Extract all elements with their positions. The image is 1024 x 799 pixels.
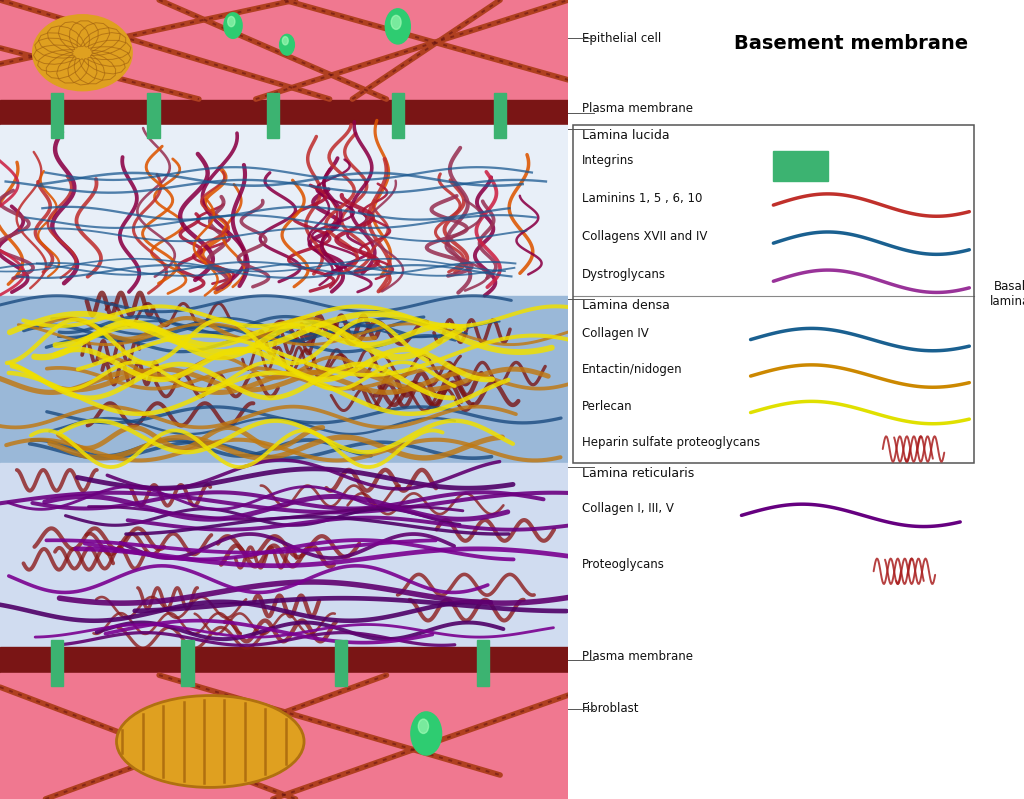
Text: Entactin/nidogen: Entactin/nidogen: [582, 364, 683, 376]
Bar: [181, 640, 194, 686]
Text: Lamina lucida: Lamina lucida: [582, 129, 670, 141]
Circle shape: [391, 15, 401, 30]
Text: Epithelial cell: Epithelial cell: [582, 32, 662, 45]
Bar: [0, 0, 568, 100]
Circle shape: [411, 712, 441, 755]
Ellipse shape: [33, 14, 132, 90]
Bar: [0, 673, 568, 799]
Text: Plasma membrane: Plasma membrane: [582, 650, 693, 662]
Text: Lamina reticularis: Lamina reticularis: [582, 467, 694, 479]
Circle shape: [283, 37, 288, 45]
Bar: [494, 93, 507, 138]
Text: Dystroglycans: Dystroglycans: [582, 268, 666, 281]
Text: Proteoglycans: Proteoglycans: [582, 559, 665, 571]
Text: Collagen IV: Collagen IV: [582, 327, 649, 340]
Text: Laminins 1, 5 , 6, 10: Laminins 1, 5 , 6, 10: [582, 193, 702, 205]
Bar: [0, 100, 568, 125]
Text: Perlecan: Perlecan: [582, 400, 633, 412]
Text: Collagen I, III, V: Collagen I, III, V: [582, 503, 674, 515]
Text: Integrins: Integrins: [582, 154, 634, 167]
Bar: [335, 640, 347, 686]
Bar: [266, 93, 280, 138]
Bar: [0, 296, 568, 463]
Bar: [50, 640, 63, 686]
Bar: [572, 125, 974, 463]
Circle shape: [418, 719, 428, 733]
Ellipse shape: [117, 695, 304, 788]
Text: Plasma membrane: Plasma membrane: [582, 102, 693, 115]
Bar: [0, 647, 568, 673]
Bar: [477, 640, 489, 686]
Text: Basal
lamina: Basal lamina: [990, 280, 1024, 308]
Circle shape: [227, 17, 234, 26]
Bar: [0, 125, 568, 296]
Bar: [50, 93, 63, 138]
Text: Lamina densa: Lamina densa: [582, 299, 670, 312]
Bar: [773, 151, 828, 181]
Circle shape: [224, 13, 242, 38]
Circle shape: [280, 34, 294, 55]
Circle shape: [385, 9, 411, 44]
Text: Collagens XVII and IV: Collagens XVII and IV: [582, 230, 708, 243]
Text: Basement membrane: Basement membrane: [734, 34, 968, 53]
Bar: [391, 93, 404, 138]
Bar: [0, 463, 568, 647]
Bar: [147, 93, 160, 138]
Text: Fibroblast: Fibroblast: [582, 702, 640, 715]
Text: Heparin sulfate proteoglycans: Heparin sulfate proteoglycans: [582, 436, 760, 449]
